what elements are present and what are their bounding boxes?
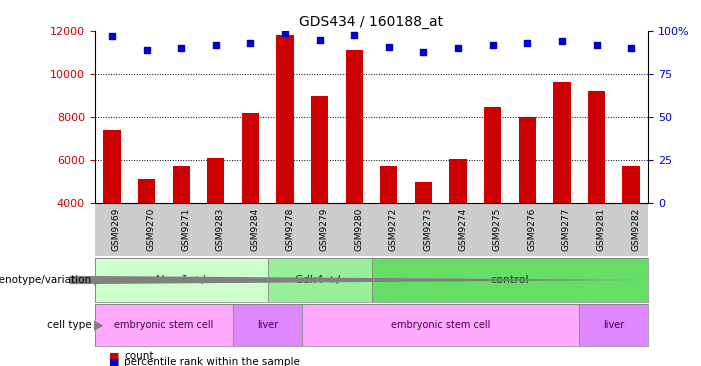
Point: [107, 33, 118, 39]
Text: ▶: ▶: [94, 318, 104, 331]
Bar: [242, 113, 259, 203]
Point: [210, 42, 222, 48]
Text: GSM9281: GSM9281: [597, 208, 606, 251]
Text: embryonic stem cell: embryonic stem cell: [114, 320, 214, 330]
Text: embryonic stem cell: embryonic stem cell: [391, 320, 491, 330]
Bar: [449, 159, 467, 203]
Text: liver: liver: [257, 320, 278, 330]
Bar: [372, 258, 648, 302]
Text: GSM9272: GSM9272: [389, 208, 398, 251]
Point: [314, 37, 325, 43]
Bar: [95, 304, 233, 346]
Bar: [138, 179, 155, 203]
Bar: [172, 165, 190, 203]
Bar: [268, 258, 372, 302]
Text: ■: ■: [109, 351, 119, 362]
Text: GSM9271: GSM9271: [181, 208, 190, 251]
Point: [141, 47, 152, 53]
Text: GSM9279: GSM9279: [320, 208, 329, 251]
Bar: [622, 165, 640, 203]
Text: GSM9283: GSM9283: [216, 208, 225, 251]
Bar: [415, 182, 432, 203]
Bar: [579, 304, 648, 346]
Point: [245, 40, 256, 46]
Point: [625, 45, 637, 51]
Text: cell type: cell type: [46, 320, 91, 330]
Text: liver: liver: [603, 320, 625, 330]
Point: [452, 45, 463, 51]
Text: percentile rank within the sample: percentile rank within the sample: [124, 357, 300, 366]
Bar: [233, 304, 302, 346]
Text: GSM9277: GSM9277: [562, 208, 571, 251]
Bar: [207, 158, 224, 203]
Bar: [553, 82, 571, 203]
Bar: [103, 130, 121, 203]
Text: GSM9276: GSM9276: [527, 208, 536, 251]
Text: ■: ■: [109, 357, 119, 366]
Point: [522, 40, 533, 46]
Text: GSM9273: GSM9273: [423, 208, 433, 251]
Text: GSM9282: GSM9282: [631, 208, 640, 251]
Text: GSM9280: GSM9280: [354, 208, 363, 251]
Text: GSM9274: GSM9274: [458, 208, 467, 251]
Bar: [519, 117, 536, 203]
Point: [591, 42, 602, 48]
Bar: [276, 36, 294, 203]
Text: Abca1 +/-: Abca1 +/-: [154, 275, 209, 285]
Point: [348, 31, 360, 37]
Bar: [302, 304, 579, 346]
Point: [557, 38, 568, 44]
Text: count: count: [124, 351, 154, 362]
Bar: [380, 165, 397, 203]
Bar: [346, 51, 363, 203]
Point: [487, 42, 498, 48]
Text: GSM9269: GSM9269: [112, 208, 121, 251]
Text: GSM9284: GSM9284: [250, 208, 259, 251]
Point: [383, 44, 395, 49]
Bar: [484, 108, 501, 203]
Bar: [311, 96, 328, 203]
Text: GSM9278: GSM9278: [285, 208, 294, 251]
Point: [418, 49, 429, 55]
Point: [175, 45, 186, 51]
Text: Cdk4 +/-: Cdk4 +/-: [295, 275, 344, 285]
Text: genotype/variation: genotype/variation: [0, 275, 91, 285]
Text: GSM9275: GSM9275: [493, 208, 502, 251]
Title: GDS434 / 160188_at: GDS434 / 160188_at: [299, 15, 444, 29]
Point: [280, 30, 291, 36]
Bar: [95, 258, 268, 302]
Bar: [588, 92, 605, 203]
Text: GSM9270: GSM9270: [147, 208, 156, 251]
Text: ▶: ▶: [94, 273, 104, 287]
Text: control: control: [491, 275, 529, 285]
